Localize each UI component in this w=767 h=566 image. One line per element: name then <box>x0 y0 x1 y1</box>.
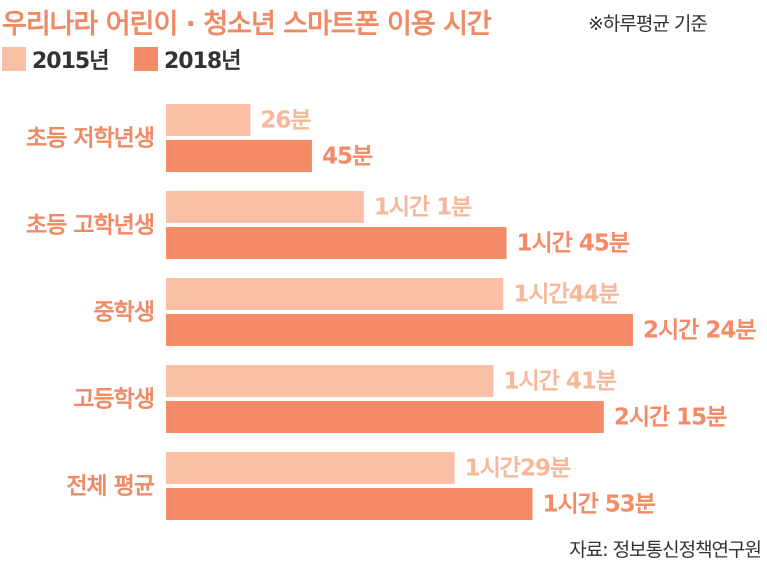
value-label-2018: 45분 <box>322 144 373 170</box>
value-label-2015: 1시간29분 <box>465 456 571 482</box>
bar-2015 <box>166 365 494 397</box>
value-label-2015: 1시간 41분 <box>504 369 617 395</box>
source-note: 자료: 정보통신정책연구원 <box>569 539 762 561</box>
category-label: 중학생 <box>94 300 154 326</box>
bar-2015 <box>166 278 504 310</box>
legend-item-2015: 2015년 <box>2 44 109 74</box>
value-label-2015: 1시간 1분 <box>374 195 472 221</box>
value-label-2018: 2시간 15분 <box>614 405 727 431</box>
chart-note: ※하루평균 기준 <box>588 13 708 35</box>
legend-item-2018: 2018년 <box>134 44 241 74</box>
legend-swatch-2015 <box>2 47 26 71</box>
bar-2015 <box>166 452 455 484</box>
value-label-2018: 1시간 53분 <box>542 492 655 518</box>
legend-label-2018: 2018년 <box>164 49 241 74</box>
legend-swatch-2018 <box>134 47 158 71</box>
category-label: 초등 고학년생 <box>26 213 154 239</box>
value-label-2018: 1시간 45분 <box>517 231 630 257</box>
category-label: 초등 저학년생 <box>26 126 154 152</box>
bar-2018 <box>166 227 507 259</box>
category-label: 전체 평균 <box>66 474 154 500</box>
bar-2018 <box>166 401 604 433</box>
chart-title: 우리나라 어린이 · 청소년 스마트폰 이용 시간 <box>2 9 492 40</box>
bar-2015 <box>166 191 364 223</box>
value-label-2018: 2시간 24분 <box>643 318 756 344</box>
bar-2018 <box>166 488 533 520</box>
bar-2018 <box>166 314 633 346</box>
bar-2015 <box>166 104 251 136</box>
category-label: 고등학생 <box>73 387 154 413</box>
bar-2018 <box>166 140 312 172</box>
value-label-2015: 26분 <box>260 108 311 134</box>
legend-label-2015: 2015년 <box>32 49 109 74</box>
value-label-2015: 1시간44분 <box>513 282 619 308</box>
